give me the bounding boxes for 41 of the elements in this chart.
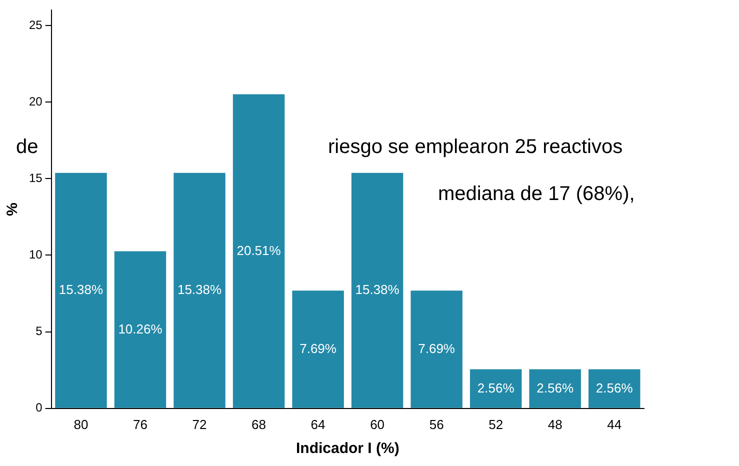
bar (588, 369, 640, 408)
x-tick-label: 64 (310, 416, 326, 432)
y-tick-label: 15 (28, 170, 43, 185)
bar (351, 172, 404, 408)
bar (232, 94, 285, 408)
bar (410, 290, 462, 408)
data-label: 20.51% (236, 242, 282, 258)
annotation: mediana de 17 (68%), (438, 183, 635, 206)
bar (470, 369, 522, 408)
data-label: 7.69% (418, 341, 456, 356)
y-tick-label: 5 (36, 324, 43, 338)
bar (114, 251, 166, 408)
x-tick-label: 68 (252, 416, 266, 432)
y-tick-label: 10 (28, 248, 43, 262)
bar (55, 172, 107, 408)
x-tick-label: 80 (74, 416, 88, 432)
x-tick-label: 76 (133, 416, 148, 432)
x-tick-label: 48 (548, 416, 562, 432)
data-label: 15.38% (177, 282, 222, 298)
annotation: riesgo se emplearon 25 reactivos (328, 136, 623, 159)
y-axis-title: % (4, 202, 22, 216)
y-tick-label: 25 (28, 18, 43, 32)
y-tick-label: 0 (36, 400, 43, 415)
x-tick-label: 52 (488, 416, 504, 432)
x-tick-label: 72 (192, 416, 207, 432)
data-label: 2.56% (596, 380, 634, 396)
text: de (16, 136, 38, 159)
data-label: 15.38% (58, 282, 104, 298)
y-tick-label: 20 (28, 94, 43, 108)
x-tick-label: 56 (429, 416, 444, 432)
bar (529, 369, 581, 408)
data-label: 2.56% (536, 380, 574, 396)
data-label: 7.69% (300, 341, 337, 356)
x-axis-title: Indicador I (%) (296, 440, 400, 458)
x-tick-label: 44 (607, 416, 622, 432)
data-label: 10.26% (118, 321, 163, 336)
bar (174, 172, 226, 408)
data-label: 2.56% (477, 380, 515, 396)
data-label: 15.38% (355, 282, 400, 298)
x-tick-label: 60 (370, 416, 385, 432)
bar (292, 290, 344, 408)
